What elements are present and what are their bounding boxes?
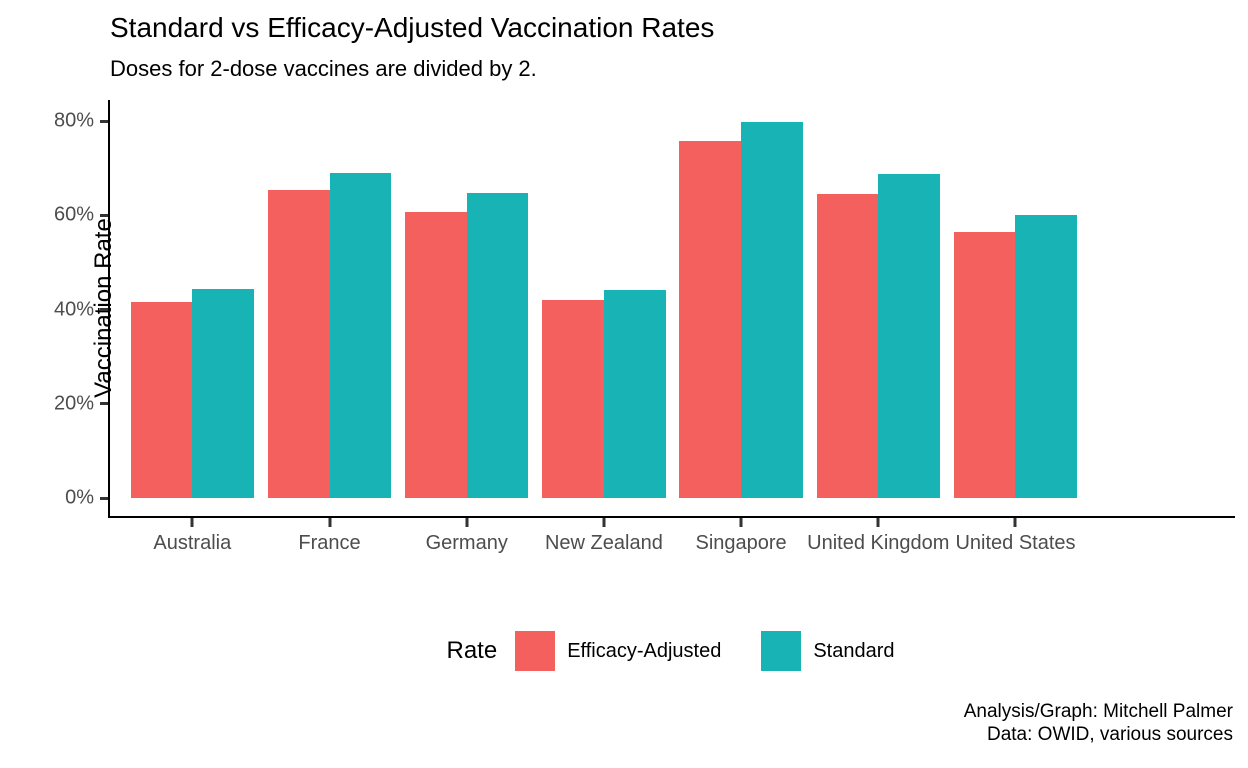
bar-efficacy-adjusted-australia xyxy=(130,302,193,498)
y-tick-mark xyxy=(100,496,108,500)
y-tick-mark xyxy=(100,308,108,311)
bar-group-united-kingdom xyxy=(810,100,947,498)
y-tick-label: 80% xyxy=(53,109,94,132)
y-tick-mark xyxy=(100,402,108,406)
legend-label-standard: Standard xyxy=(813,639,895,662)
x-tick-label-united-states: United States xyxy=(955,532,1076,554)
y-tick-mark xyxy=(100,213,108,217)
caption: Analysis/Graph: Mitchell Palmer Data: OWI… xyxy=(633,700,1233,746)
bar-efficacy-adjusted-germany xyxy=(404,211,467,498)
y-tick-label: 20% xyxy=(53,392,94,415)
bar-group-new-zealand xyxy=(535,100,672,498)
y-tick-label: 0% xyxy=(65,486,94,509)
bar-standard-france xyxy=(329,172,392,498)
x-tick-mark xyxy=(876,518,880,527)
bar-group-singapore xyxy=(673,100,810,498)
bar-standard-united-states xyxy=(1015,215,1078,498)
x-tick-label-france: France xyxy=(298,532,361,554)
bar-group-germany xyxy=(398,100,535,498)
bar-standard-australia xyxy=(192,288,255,498)
chart-subtitle: Doses for 2-dose vaccines are divided by… xyxy=(110,56,537,81)
x-tick-mark xyxy=(739,518,743,527)
bar-efficacy-adjusted-united-kingdom xyxy=(816,193,879,498)
bar-group-france xyxy=(261,100,398,498)
legend-title: Rate xyxy=(446,637,498,664)
bar-efficacy-adjusted-singapore xyxy=(679,140,742,498)
x-tick-mark xyxy=(1013,518,1017,527)
bar-group-australia xyxy=(124,100,261,498)
bar-efficacy-adjusted-united-states xyxy=(953,232,1016,498)
chart-title: Standard vs Efficacy-Adjusted Vaccinatio… xyxy=(110,12,715,43)
x-tick-label-germany: Germany xyxy=(425,532,508,554)
legend-swatch-efficacy-adjusted xyxy=(515,631,556,671)
x-tick-label-australia: Australia xyxy=(153,532,232,554)
y-tick-label: 60% xyxy=(53,203,94,226)
x-tick-label-united-kingdom: United Kingdom xyxy=(807,532,950,554)
bar-standard-united-kingdom xyxy=(878,173,941,498)
y-tick-mark xyxy=(100,119,108,123)
caption-line: Analysis/Graph: Mitchell Palmer xyxy=(963,701,1233,722)
x-tick-label-singapore: Singapore xyxy=(695,532,787,554)
bar-standard-singapore xyxy=(741,121,803,498)
x-tick-mark xyxy=(602,518,606,527)
plot-panel: 0% 20% 40% 60% 80% Australia France Germany New … xyxy=(54,100,1235,554)
bar-standard-new-zealand xyxy=(603,289,666,498)
x-tick-label-new-zealand: New Zealand xyxy=(544,532,663,554)
x-tick-mark xyxy=(465,518,469,527)
legend-swatch-standard xyxy=(761,631,802,671)
x-tick-mark xyxy=(328,518,331,527)
caption-line: Data: OWID, various sources xyxy=(986,724,1233,745)
x-tick-mark xyxy=(190,518,194,527)
bar-efficacy-adjusted-new-zealand xyxy=(542,299,604,498)
bar-efficacy-adjusted-france xyxy=(267,189,330,498)
y-tick-label: 40% xyxy=(53,298,94,320)
bar-group-united-states xyxy=(947,100,1084,498)
legend-label-efficacy-adjusted: Efficacy-Adjusted xyxy=(567,639,722,662)
legend: Rate Efficacy-Adjusted Standard xyxy=(108,628,1233,674)
bar-standard-germany xyxy=(466,192,529,498)
